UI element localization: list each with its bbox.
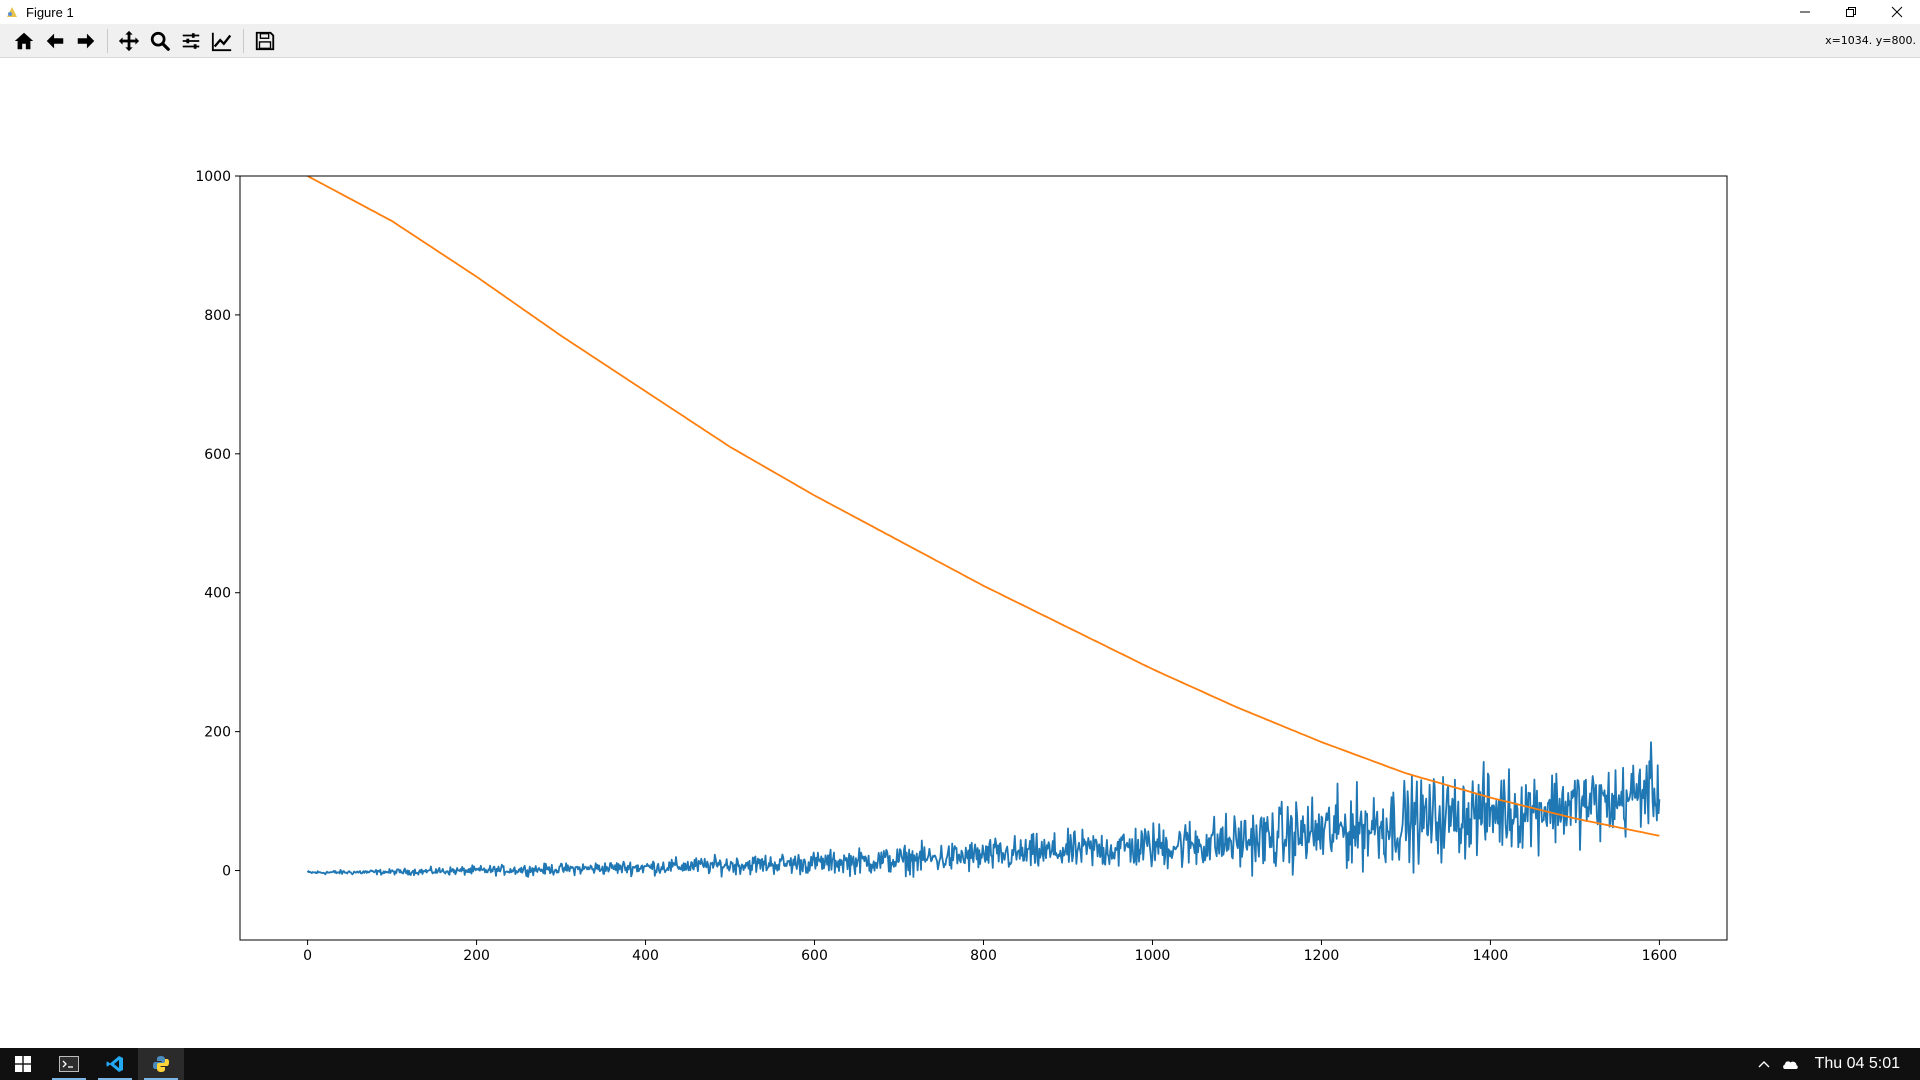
tray-overflow-button[interactable]	[1751, 1048, 1777, 1080]
vscode-icon	[106, 1056, 123, 1072]
onedrive-button[interactable]	[1777, 1048, 1803, 1080]
figure-canvas[interactable]: 0 200 400 600 800 1000 1200 1400 1600 0 200 400 600 8…	[0, 58, 1920, 1048]
y-tick-label: 200	[204, 725, 231, 741]
restore-icon	[1846, 7, 1856, 17]
window-titlebar: Figure 1	[0, 0, 1920, 24]
axes-frame	[239, 175, 1728, 941]
terminal-icon	[59, 1056, 79, 1072]
windows-icon	[15, 1056, 31, 1072]
toolbar-separator	[107, 28, 108, 53]
x-tick-label: 600	[801, 948, 828, 964]
x-tick-label: 200	[463, 948, 490, 964]
cloud-icon	[1782, 1061, 1798, 1069]
python-icon	[153, 1056, 169, 1072]
x-tick-label: 1000	[1135, 948, 1171, 964]
line-chart-icon	[211, 32, 232, 51]
taskbar-vscode[interactable]	[92, 1048, 138, 1080]
start-button[interactable]	[0, 1048, 46, 1080]
close-button[interactable]	[1874, 0, 1920, 24]
y-tick-label: 800	[204, 308, 231, 324]
x-tick-label: 1400	[1473, 948, 1509, 964]
minimize-button[interactable]	[1782, 0, 1828, 24]
close-icon	[1891, 6, 1903, 18]
restore-button[interactable]	[1828, 0, 1874, 24]
arrow-right-icon	[77, 33, 95, 48]
sliders-icon	[182, 32, 200, 49]
arrow-left-icon	[46, 33, 64, 48]
minimize-icon	[1800, 11, 1810, 13]
floppy-icon	[255, 31, 275, 50]
x-tick-label: 400	[632, 948, 659, 964]
back-button[interactable]	[41, 27, 69, 55]
y-tick-label: 0	[222, 864, 231, 880]
subplots-button[interactable]	[177, 27, 205, 55]
system-tray: Thu 04 5:01	[1751, 1048, 1920, 1080]
taskbar-terminal[interactable]	[46, 1048, 92, 1080]
toolbar-separator	[243, 28, 244, 53]
y-tick-label: 1000	[195, 169, 231, 185]
home-icon	[14, 32, 34, 49]
y-tick-label: 400	[204, 586, 231, 602]
chevron-up-icon	[1758, 1061, 1770, 1068]
save-button[interactable]	[251, 27, 279, 55]
x-tick-label: 800	[970, 948, 997, 964]
taskbar-clock[interactable]: Thu 04 5:01	[1814, 1055, 1900, 1072]
forward-button[interactable]	[72, 27, 100, 55]
series-line-0	[306, 741, 1661, 878]
axes-edit-button[interactable]	[208, 27, 236, 55]
taskbar-python-figure[interactable]	[138, 1048, 184, 1080]
x-tick-label: 1200	[1304, 948, 1340, 964]
zoom-button[interactable]	[146, 27, 174, 55]
series-line-1	[307, 176, 1660, 837]
cursor-coordinates: x=1034. y=800.	[1825, 34, 1916, 47]
move-icon	[118, 30, 140, 51]
x-tick-label: 0	[303, 948, 312, 964]
magnifier-icon	[150, 31, 170, 51]
x-tick-label: 1600	[1642, 948, 1678, 964]
window-title: Figure 1	[26, 4, 74, 20]
y-tick-label: 600	[204, 447, 231, 463]
window-controls	[1782, 0, 1920, 24]
chart[interactable]: 0 200 400 600 800 1000 1200 1400 1600 0 200 400 600 8…	[0, 58, 1920, 1048]
navigation-toolbar: x=1034. y=800.	[0, 24, 1920, 58]
figure-app-icon	[7, 7, 17, 17]
taskbar: Thu 04 5:01	[0, 1048, 1920, 1080]
pan-button[interactable]	[115, 27, 143, 55]
home-button[interactable]	[10, 27, 38, 55]
